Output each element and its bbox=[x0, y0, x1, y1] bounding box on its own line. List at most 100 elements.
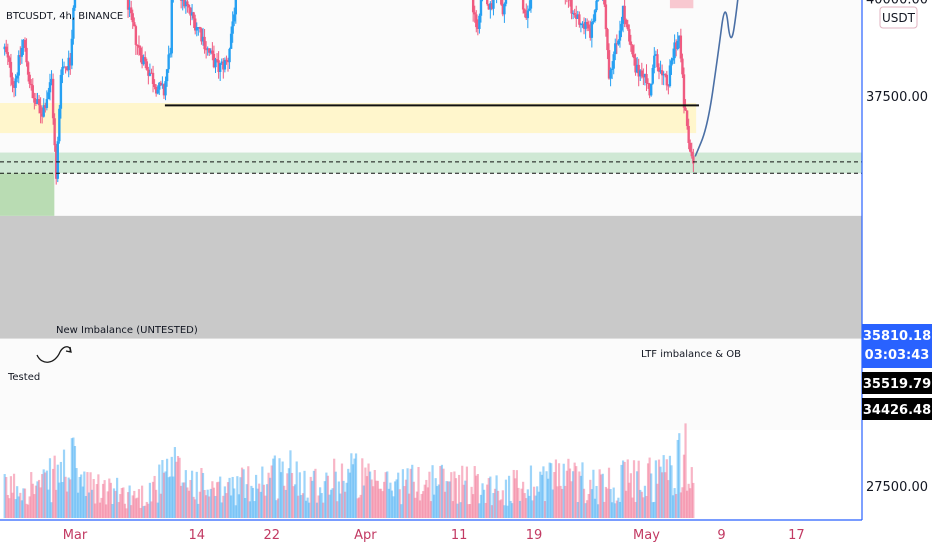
volume-bar bbox=[39, 487, 42, 518]
candle-body bbox=[26, 62, 30, 75]
volume-bar bbox=[80, 474, 83, 518]
volume-bar bbox=[517, 487, 520, 518]
candle-body bbox=[662, 74, 665, 76]
volume-bar bbox=[8, 498, 11, 518]
candle-body bbox=[142, 57, 145, 65]
volume-bar bbox=[578, 471, 581, 518]
candle-body bbox=[582, 23, 586, 29]
volume-bar bbox=[434, 478, 437, 518]
volume-bar bbox=[523, 493, 526, 518]
volume-bar bbox=[378, 488, 381, 518]
volume-bar bbox=[643, 485, 647, 518]
candle-body bbox=[186, 1, 189, 5]
candle-body bbox=[657, 67, 661, 72]
volume-bar bbox=[443, 491, 447, 518]
volume-bar bbox=[262, 484, 266, 518]
volume-bar bbox=[423, 484, 426, 518]
candle-body bbox=[39, 105, 42, 114]
candle-body bbox=[129, 7, 133, 14]
candle-body bbox=[33, 98, 36, 103]
volume-bar bbox=[675, 493, 678, 518]
volume-bar bbox=[442, 468, 445, 518]
candle-body bbox=[682, 74, 686, 108]
volume-bar bbox=[223, 486, 226, 518]
volume-bar bbox=[12, 473, 16, 518]
volume-bar bbox=[195, 471, 198, 518]
volume-bar bbox=[231, 476, 234, 518]
candle-body bbox=[136, 44, 139, 46]
time-tick-label: 19 bbox=[526, 528, 543, 543]
volume-bar bbox=[209, 488, 212, 518]
volume-bar bbox=[362, 485, 365, 518]
volume-bar bbox=[303, 470, 306, 518]
volume-bar bbox=[323, 481, 326, 518]
candle-body bbox=[6, 52, 10, 58]
candle-body bbox=[618, 30, 622, 41]
candle-body bbox=[659, 70, 662, 72]
volume-bar bbox=[139, 507, 142, 518]
candle-body bbox=[170, 0, 173, 54]
candle-body bbox=[490, 3, 494, 9]
volume-bar bbox=[626, 459, 629, 518]
volume-bar bbox=[11, 492, 14, 518]
volume-bar bbox=[284, 489, 287, 518]
volume-bar bbox=[690, 467, 693, 518]
candle-body bbox=[628, 29, 631, 42]
volume-bar bbox=[354, 453, 358, 518]
volume-bar bbox=[117, 502, 120, 518]
candle-body bbox=[12, 84, 16, 88]
volume-bar bbox=[162, 472, 166, 518]
volume-bar bbox=[292, 486, 295, 518]
volume-bar bbox=[66, 491, 69, 518]
volume-bar bbox=[22, 488, 25, 518]
candle-body bbox=[665, 74, 669, 86]
candle-body bbox=[134, 26, 138, 45]
candle-body bbox=[620, 23, 623, 31]
volume-bar bbox=[180, 485, 183, 518]
volume-bar bbox=[62, 449, 66, 518]
candle-body bbox=[126, 0, 130, 10]
candle-body bbox=[128, 7, 131, 10]
volume-bar bbox=[344, 491, 347, 518]
volume-bar bbox=[640, 491, 643, 518]
volume-bar bbox=[668, 455, 672, 518]
volume-bar bbox=[256, 488, 259, 518]
volume-bar bbox=[5, 477, 8, 518]
volume-bar bbox=[264, 495, 267, 518]
volume-bar bbox=[205, 495, 208, 518]
volume-bar bbox=[478, 503, 481, 518]
volume-bar bbox=[120, 488, 123, 518]
candle-body bbox=[225, 59, 228, 61]
volume-bar bbox=[211, 481, 214, 518]
candle-body bbox=[50, 78, 53, 83]
candle-body bbox=[681, 58, 684, 75]
volume-bar bbox=[214, 495, 217, 518]
candle-body bbox=[626, 24, 629, 30]
candle-body bbox=[635, 64, 639, 73]
time-tick-label: Mar bbox=[63, 528, 88, 543]
candle-body bbox=[678, 35, 681, 41]
volume-bar bbox=[200, 467, 203, 518]
currency-badge[interactable]: USDT bbox=[879, 6, 918, 29]
new-imbalance-label: New Imbalance (UNTESTED) bbox=[56, 325, 198, 336]
candle-body bbox=[48, 82, 52, 93]
level-2-label: 34426.48 bbox=[862, 398, 932, 420]
volume-bar bbox=[298, 472, 301, 518]
projection-layer bbox=[694, 0, 739, 157]
volume-bar bbox=[582, 488, 586, 518]
volume-bar bbox=[159, 493, 162, 518]
volume-bar bbox=[514, 478, 517, 518]
candle-body bbox=[654, 54, 658, 56]
volume-bar bbox=[511, 503, 514, 518]
candle-body bbox=[529, 0, 533, 9]
volume-bar bbox=[565, 470, 568, 518]
volume-bar bbox=[621, 460, 625, 518]
candle-body bbox=[476, 27, 480, 29]
volume-bar bbox=[183, 482, 186, 518]
volume-bar bbox=[172, 476, 175, 518]
candle-body bbox=[169, 53, 172, 55]
volume-bar bbox=[325, 472, 328, 518]
volume-bar bbox=[629, 473, 632, 518]
volume-bar bbox=[384, 472, 387, 518]
price-axis-ticks: 52500.0050000.0047500.0045000.0042500.00… bbox=[866, 0, 928, 495]
